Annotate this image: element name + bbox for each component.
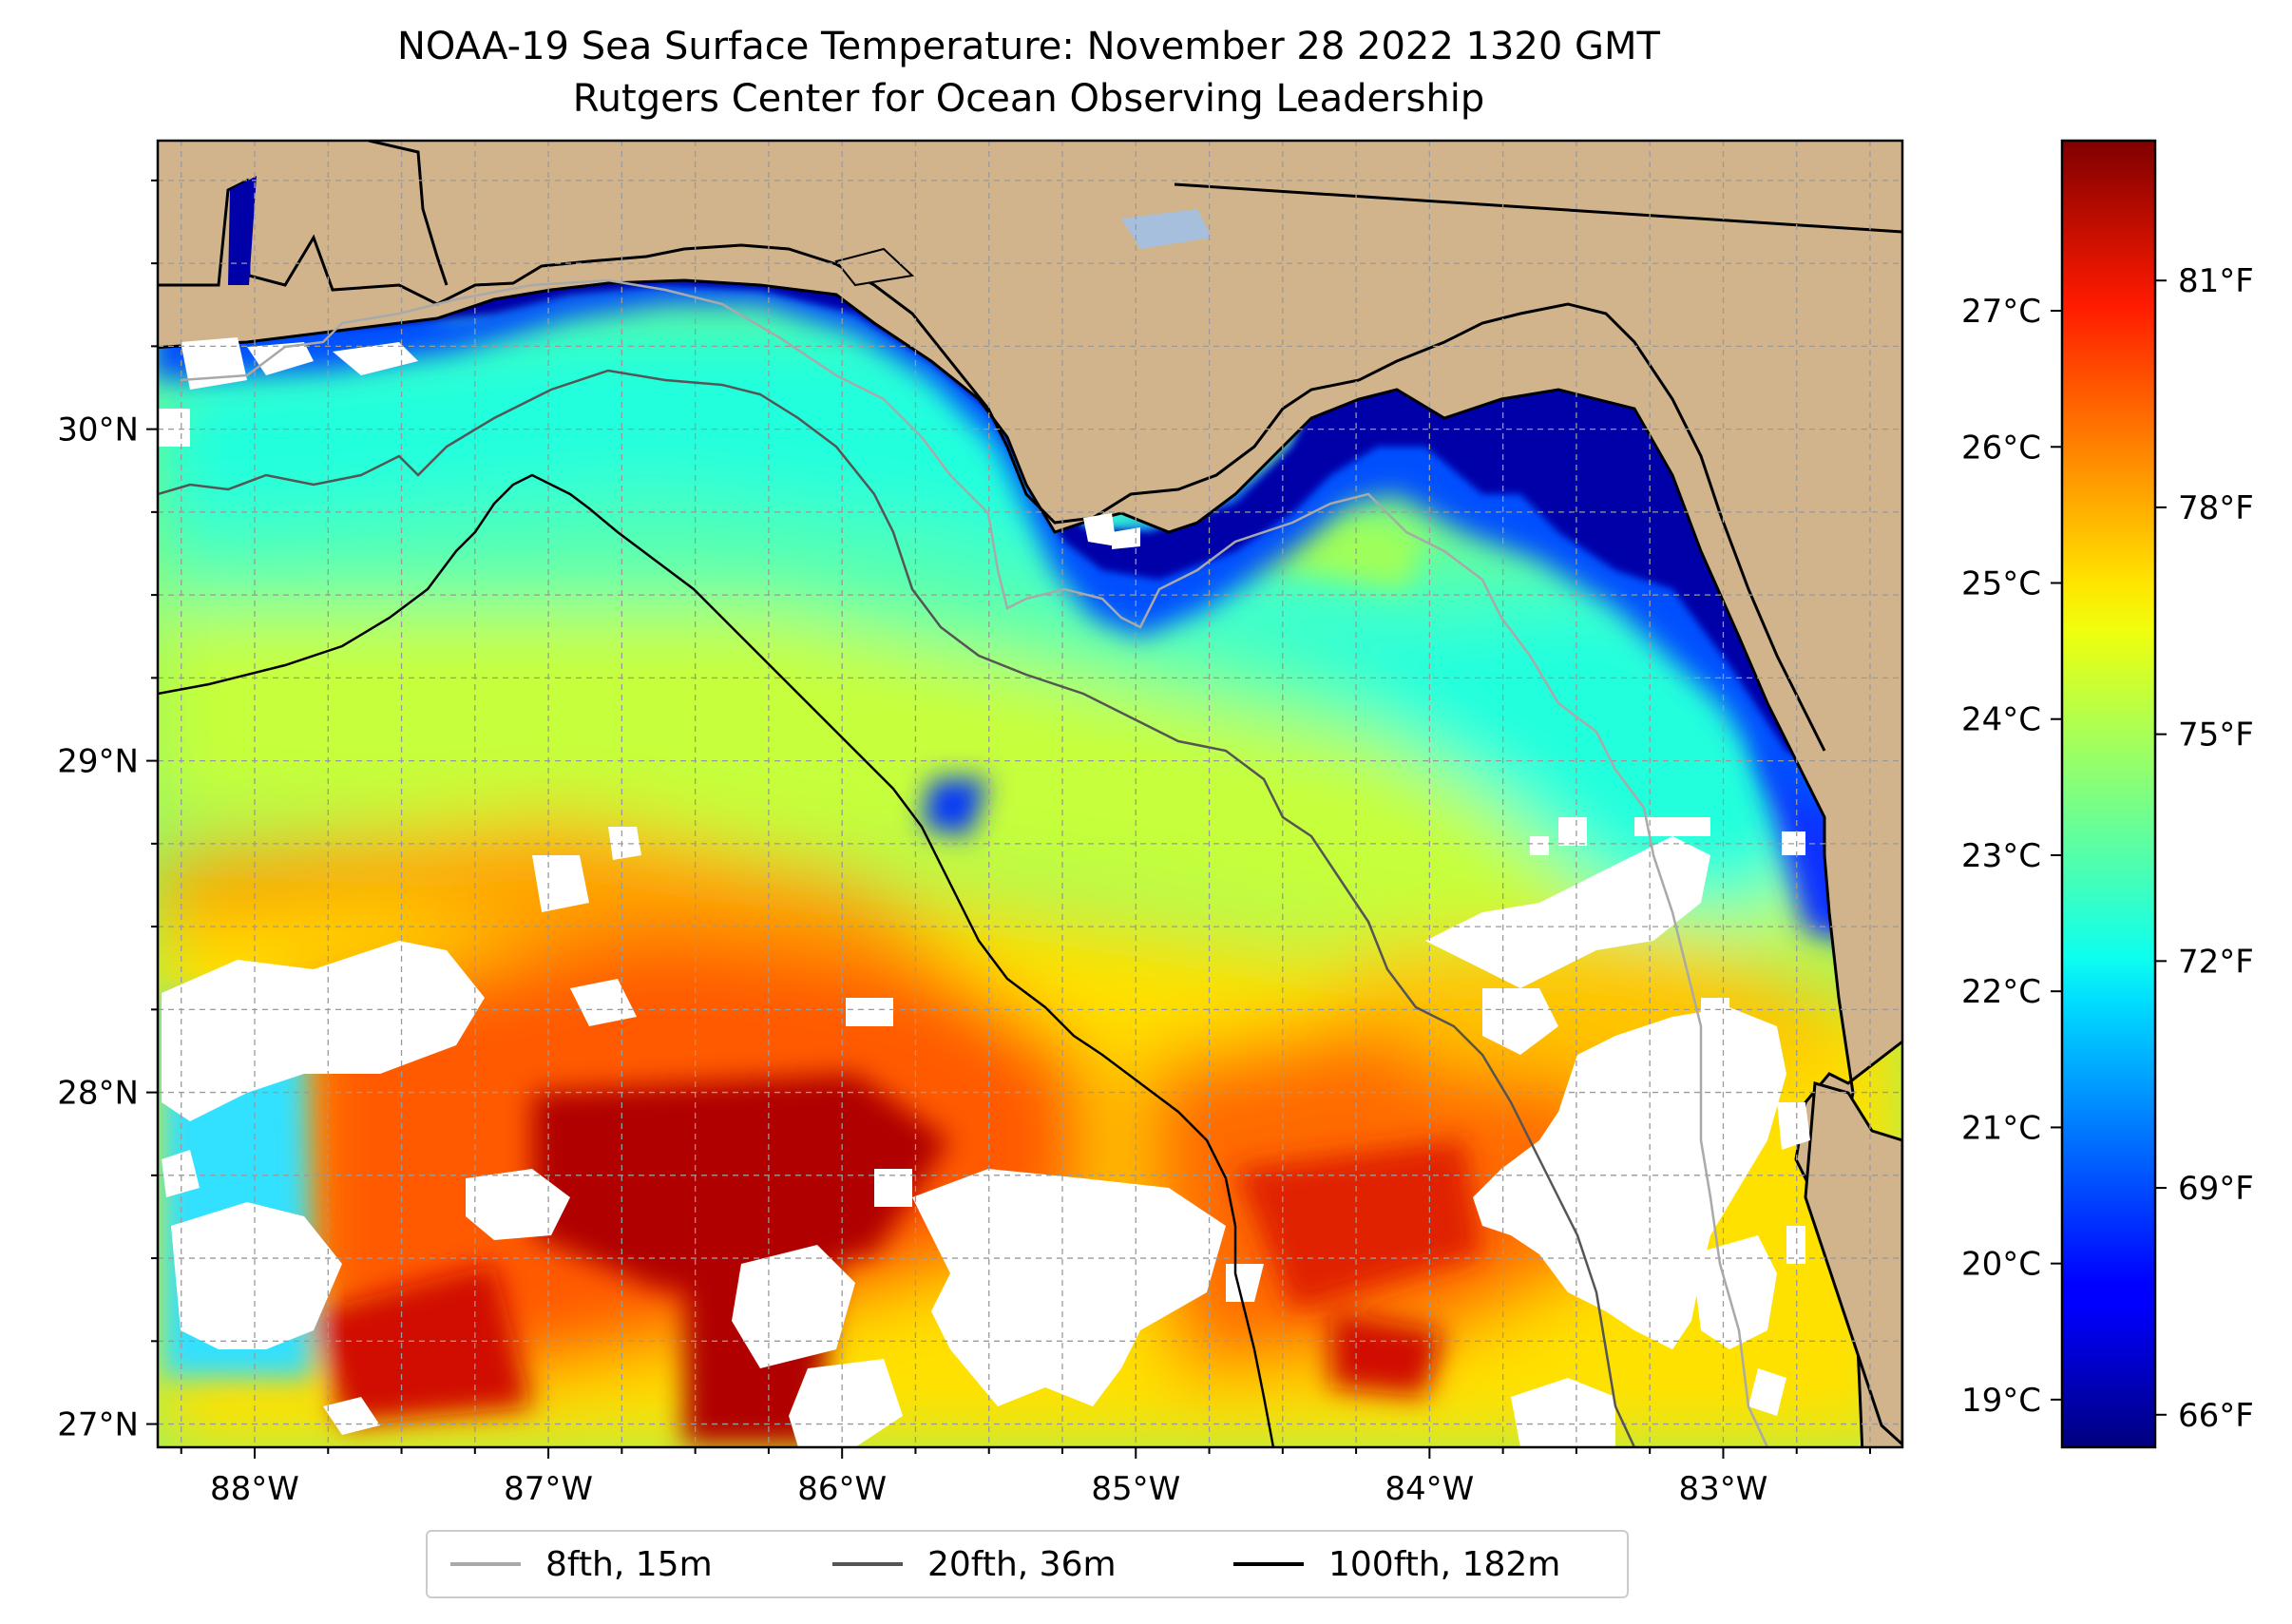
graticule — [158, 141, 1902, 1447]
celsius-tick-label: 19°C — [1961, 1382, 2041, 1420]
map-frame — [156, 139, 1904, 1449]
map-subtitle: Rutgers Center for Ocean Observing Leade… — [572, 77, 1485, 121]
fahrenheit-tick-label: 78°F — [2178, 489, 2254, 527]
lat-tick-label: 27°N — [57, 1406, 139, 1444]
colorbar-celsius-axis: 19°C 20°C 21°C 22°C 23°C 24°C 25°C 26°C 27°C — [1961, 293, 2062, 1420]
lon-tick-label: 88°W — [210, 1470, 299, 1508]
lon-tick-label: 84°W — [1385, 1470, 1474, 1508]
colorbar: 19°C 20°C 21°C 22°C 23°C 24°C 25°C 26°C 27°C 66°… — [1961, 139, 2254, 1449]
celsius-tick-label: 27°C — [1961, 293, 2041, 331]
lat-tick-label: 29°N — [57, 743, 139, 781]
celsius-tick-label: 25°C — [1961, 564, 2041, 602]
fahrenheit-tick-label: 69°F — [2178, 1170, 2254, 1208]
legend-item-182m: 100fth, 182m — [1233, 1532, 1560, 1596]
isobath-182m-line — [158, 473, 1275, 1447]
legend-label-15m: 8fth, 15m — [545, 1544, 713, 1584]
lat-tick-label: 30°N — [57, 411, 139, 449]
map-title: NOAA-19 Sea Surface Temperature: Novembe… — [397, 25, 1660, 68]
lon-tick-label: 86°W — [797, 1470, 887, 1508]
isobath-15m-line — [180, 278, 1769, 1447]
celsius-tick-label: 26°C — [1961, 429, 2041, 467]
celsius-tick-label: 21°C — [1961, 1109, 2041, 1147]
legend-item-36m: 20fth, 36m — [832, 1532, 1117, 1596]
celsius-tick-label: 22°C — [1961, 973, 2041, 1011]
longitude-axis: 88°W 87°W 86°W 85°W 84°W 83°W — [180, 1447, 1871, 1508]
lon-tick-label: 83°W — [1679, 1470, 1768, 1508]
celsius-tick-label: 24°C — [1961, 701, 2041, 739]
legend-label-182m: 100fth, 182m — [1328, 1544, 1561, 1584]
lat-tick-label: 28°N — [57, 1075, 139, 1113]
legend-line-182m — [1233, 1562, 1304, 1566]
colorbar-gradient — [2060, 139, 2157, 1449]
land-mass — [158, 141, 1902, 1447]
lake-shape — [1121, 209, 1212, 249]
celsius-tick-label: 20°C — [1961, 1246, 2041, 1284]
sst-map-panel — [158, 141, 1902, 1447]
fahrenheit-tick-label: 72°F — [2178, 943, 2254, 981]
isobath-legend: 8fth, 15m 20fth, 36m 100fth, 182m — [426, 1530, 1629, 1598]
coastal-cold-band — [158, 171, 1834, 817]
colorbar-fahrenheit-axis: 66°F 69°F 72°F 75°F 78°F 81°F — [2155, 262, 2254, 1435]
isobath-36m-line — [158, 369, 1636, 1447]
fahrenheit-tick-label: 66°F — [2178, 1397, 2254, 1435]
latitude-axis: 27°N 28°N 29°N 30°N — [57, 179, 158, 1444]
fahrenheit-tick-label: 75°F — [2178, 716, 2254, 755]
legend-item-15m: 8fth, 15m — [450, 1532, 713, 1596]
legend-line-15m — [450, 1562, 521, 1566]
celsius-tick-label: 23°C — [1961, 837, 2041, 875]
fahrenheit-tick-label: 81°F — [2178, 262, 2254, 300]
isobath-lines — [158, 278, 1769, 1447]
state-border — [1174, 182, 1902, 234]
lon-tick-label: 85°W — [1091, 1470, 1180, 1508]
lon-tick-label: 87°W — [504, 1470, 593, 1508]
legend-line-36m — [832, 1562, 903, 1566]
legend-label-36m: 20fth, 36m — [927, 1544, 1117, 1584]
